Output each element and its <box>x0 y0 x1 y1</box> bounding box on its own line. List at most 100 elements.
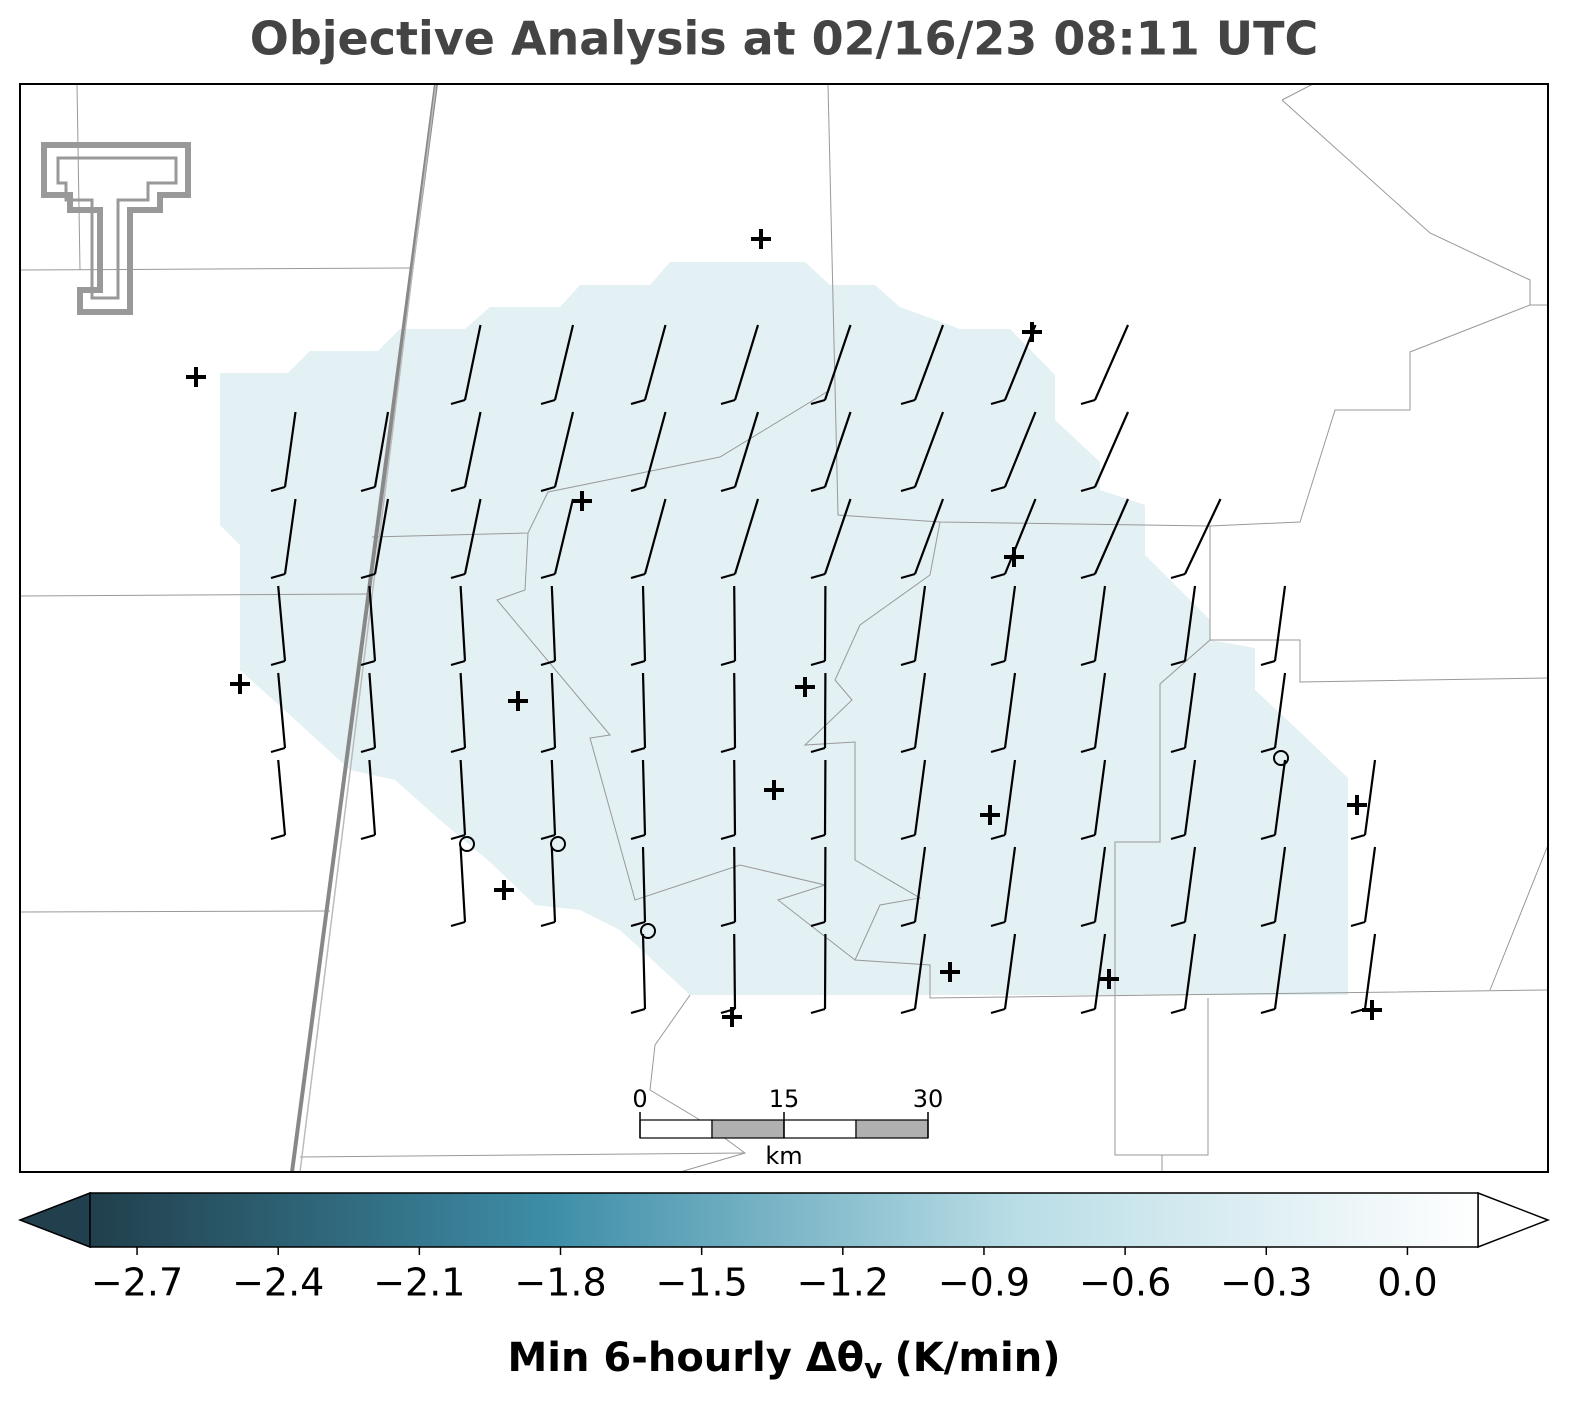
wind-barb <box>900 324 945 406</box>
colorbar: −2.7 −2.4 −2.1 −1.8 −1.5 −1.2 −0.9 −0.6 −0.3 0.0 <box>17 1191 1551 1305</box>
station-plus <box>940 962 960 982</box>
wind-barb <box>720 846 737 928</box>
wind-barb <box>720 759 737 841</box>
wind-barb <box>1170 759 1197 841</box>
wind-barb <box>900 846 927 928</box>
station-plus <box>572 491 592 511</box>
wind-barbs <box>270 324 1377 1015</box>
wind-barb <box>900 585 927 667</box>
wind-barb <box>540 759 557 841</box>
wind-barb <box>900 933 927 1015</box>
wind-barb <box>810 498 852 580</box>
wind-barb <box>1350 846 1377 928</box>
station-plus <box>795 677 815 697</box>
scale-bar: 0 15 30 km <box>632 1085 943 1170</box>
colorbar-tick-label: −1.8 <box>514 1261 606 1305</box>
colorbar-tick-label: 0.0 <box>1377 1261 1437 1305</box>
wind-barb <box>1260 585 1287 667</box>
wind-barb <box>270 759 287 841</box>
wind-barb <box>810 933 827 1015</box>
station-plus <box>751 229 771 249</box>
wind-barb <box>720 585 737 667</box>
title: Objective Analysis at 02/16/23 08:11 UTC <box>250 12 1319 66</box>
station-plus <box>1347 795 1367 815</box>
station-plus <box>980 805 1000 825</box>
wind-barb <box>990 933 1017 1015</box>
colorbar-tick-label: −0.9 <box>938 1261 1030 1305</box>
wind-barb <box>360 672 377 754</box>
wind-barb <box>270 411 297 493</box>
logo <box>41 142 191 315</box>
wind-barb <box>1260 672 1287 754</box>
wind-barb <box>990 759 1017 841</box>
wind-barb <box>1170 498 1222 580</box>
stations <box>186 229 1382 1027</box>
wind-barb <box>1080 846 1107 928</box>
wind-barb <box>630 672 647 754</box>
wind-barb <box>810 411 852 493</box>
colorbar-tick-label: −2.7 <box>91 1261 183 1305</box>
wind-barb <box>1080 672 1107 754</box>
wind-barb <box>990 498 1037 580</box>
station-calm <box>459 836 475 852</box>
wind-barb <box>810 585 827 667</box>
wind-barb <box>1080 498 1130 580</box>
station-plus <box>508 691 528 711</box>
wind-barb <box>450 846 467 928</box>
scale-label: 0 <box>632 1085 647 1113</box>
wind-barb <box>990 411 1037 493</box>
wind-barb <box>630 324 667 406</box>
station-plus <box>722 1007 742 1027</box>
wind-barb <box>990 846 1017 928</box>
wind-barb <box>720 324 760 406</box>
station-calm <box>640 923 656 939</box>
wind-barb <box>900 759 927 841</box>
station-plus <box>230 674 250 694</box>
wind-barb <box>450 672 467 754</box>
station-plus <box>1004 547 1024 567</box>
wind-barb <box>1170 933 1197 1015</box>
wind-barb <box>630 585 647 667</box>
label-suffix: (K/min) <box>894 1335 1060 1381</box>
scale-segment <box>711 1119 785 1139</box>
colorbar-tick-label: −2.1 <box>373 1261 465 1305</box>
wind-barb <box>540 498 575 580</box>
wind-barb <box>1350 759 1377 841</box>
analysis-field <box>220 262 1348 995</box>
wind-barb <box>270 585 287 667</box>
wind-barb <box>990 585 1017 667</box>
wind-barb <box>810 846 827 928</box>
wind-barb <box>450 411 482 493</box>
scale-segment <box>639 1119 713 1139</box>
label-subscript: v <box>864 1352 882 1385</box>
wind-barb <box>1080 933 1107 1015</box>
county-lines <box>19 83 1549 1173</box>
wind-barb <box>900 411 945 493</box>
state-line <box>299 83 437 1173</box>
colorbar-tick-label: −1.2 <box>797 1261 889 1305</box>
extend-low <box>17 1191 91 1249</box>
wind-barb <box>1080 324 1130 406</box>
wind-barb <box>810 672 827 754</box>
wind-barb <box>540 846 557 928</box>
wind-barb <box>810 324 852 406</box>
station-plus <box>1022 322 1042 342</box>
wind-barb <box>720 411 760 493</box>
wind-barb <box>630 759 647 841</box>
station-plus <box>1099 969 1119 989</box>
wind-barb <box>270 672 287 754</box>
wind-barb <box>450 759 467 841</box>
label-text: Min 6-hourly Δθ <box>508 1335 865 1381</box>
colorbar-body <box>89 1192 1479 1248</box>
wind-barb <box>720 498 760 580</box>
station-plus <box>1362 1000 1382 1020</box>
map-frame <box>19 83 1549 1173</box>
wind-barb <box>450 585 467 667</box>
wind-barb <box>630 411 667 493</box>
scale-segment <box>855 1119 929 1139</box>
wind-barb <box>540 324 575 406</box>
wind-barb <box>1080 759 1107 841</box>
wind-barb <box>1170 585 1197 667</box>
wind-barb <box>810 759 827 841</box>
